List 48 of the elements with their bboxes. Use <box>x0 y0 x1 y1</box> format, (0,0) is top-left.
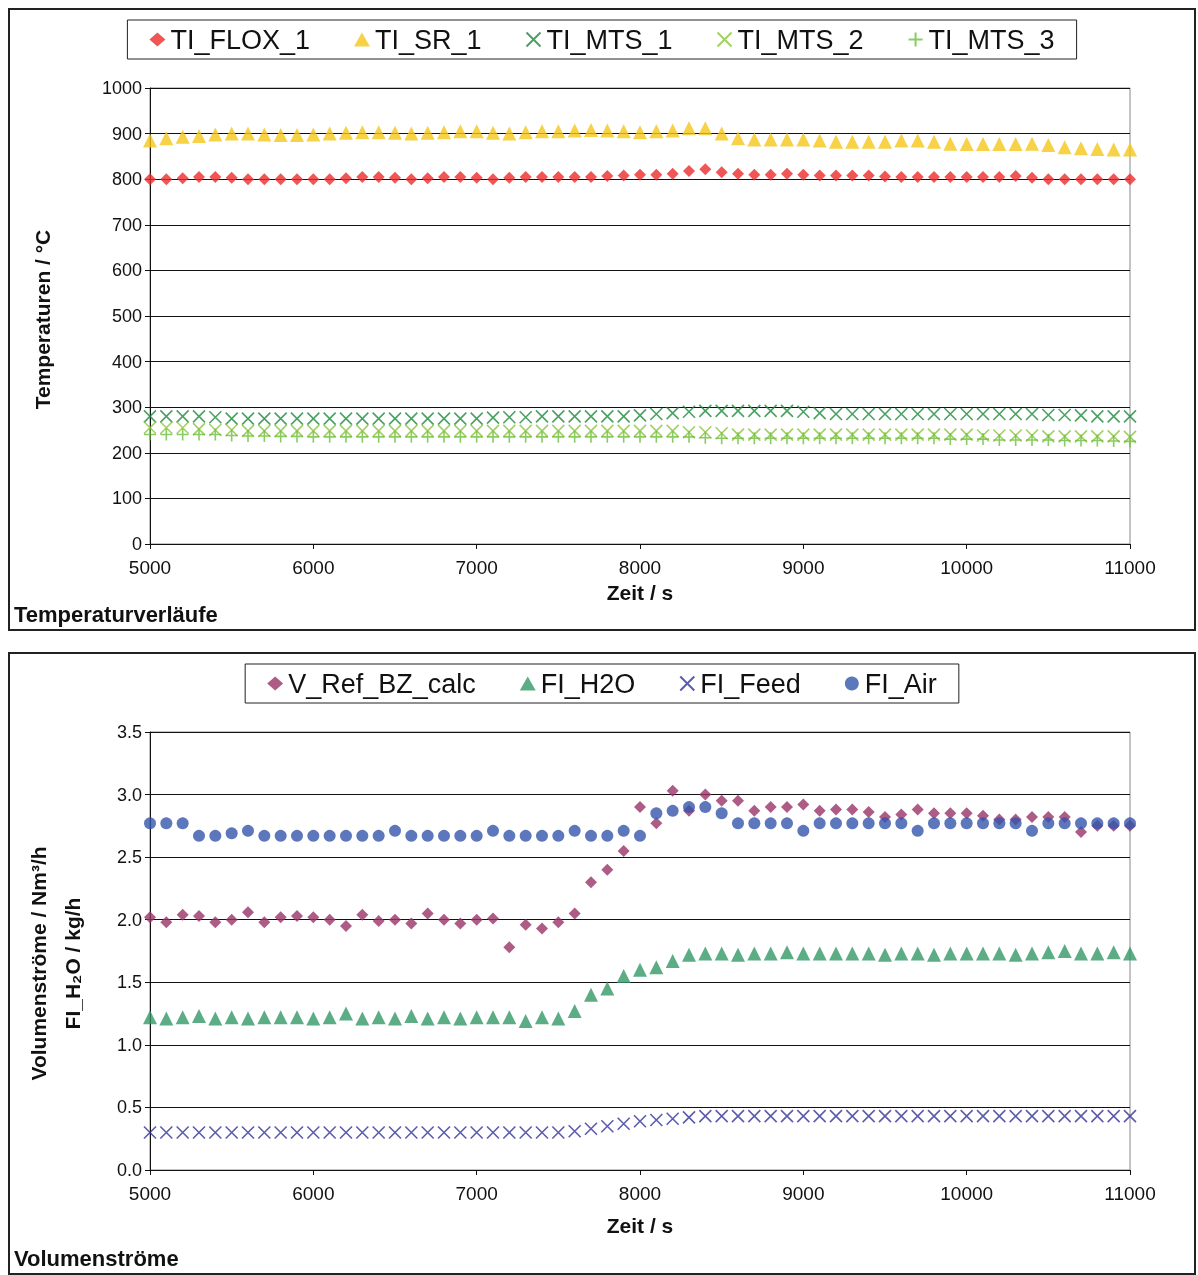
x-tick-label: 11000 <box>1104 1183 1156 1204</box>
legend-label: FI_Air <box>864 668 937 699</box>
x-tick-label: 11000 <box>1104 557 1156 578</box>
y-tick-label: 1000 <box>101 78 142 98</box>
legend-label: V_Ref_BZ_calc <box>288 668 476 699</box>
y-axis-title: Temperaturen / °C <box>31 229 54 410</box>
y-tick-label: 400 <box>111 351 142 372</box>
x-tick-label: 5000 <box>128 1183 172 1204</box>
x-tick-label: 8000 <box>618 1183 662 1204</box>
legend-label: FI_Feed <box>700 668 801 699</box>
x-tick-label: 8000 <box>618 557 662 578</box>
x-tick-label: 6000 <box>292 1183 335 1204</box>
legend-label: FI_H2O <box>540 668 636 699</box>
y-tick-label: 3.0 <box>116 784 142 805</box>
y-tick-label: 0 <box>131 534 142 554</box>
legend-label: TI_FLOX_1 <box>170 24 310 55</box>
y-tick-label: 3.5 <box>116 722 142 742</box>
y-tick-label: 2.0 <box>116 909 142 930</box>
x-tick-label: 9000 <box>782 1183 825 1204</box>
x-tick-label: 10000 <box>940 557 994 578</box>
x-tick-label: 7000 <box>455 1183 498 1204</box>
y-tick-label: 0.5 <box>116 1097 142 1118</box>
y-tick-label: 500 <box>111 306 142 326</box>
text: Temperaturverläufe <box>14 601 218 627</box>
legend-label: TI_MTS_1 <box>546 24 673 55</box>
x-tick-label: 7000 <box>455 557 498 578</box>
x-axis-title: Zeit / s <box>606 581 674 604</box>
y-tick-label: 0.0 <box>116 1160 142 1180</box>
legend-label: TI_MTS_3 <box>928 24 1055 55</box>
x-axis-title: Zeit / s <box>606 1214 674 1237</box>
y-tick-label: 800 <box>111 169 142 190</box>
y-tick-label: 1.0 <box>116 1034 142 1055</box>
y-tick-label: 1.5 <box>116 972 142 993</box>
y-tick-label: 900 <box>111 123 142 144</box>
y-axis-title: Volumenströme / Nm³/h FI_H₂O / kg/h <box>27 846 84 1081</box>
x-tick-label: 5000 <box>128 557 172 578</box>
legend-label: TI_SR_1 <box>374 24 482 55</box>
y-tick-label: 700 <box>111 214 142 235</box>
y-tick-label: 200 <box>111 442 142 463</box>
y-tick-label: 300 <box>111 397 142 418</box>
legend-label: TI_MTS_2 <box>737 24 864 55</box>
y-tick-label: 2.5 <box>116 847 142 868</box>
text: Volumenströme <box>14 1245 179 1271</box>
x-tick-label: 9000 <box>782 557 825 578</box>
y-tick-label: 600 <box>111 260 142 281</box>
x-tick-label: 10000 <box>940 1183 994 1204</box>
y-tick-label: 100 <box>111 488 142 509</box>
x-tick-label: 6000 <box>292 557 335 578</box>
